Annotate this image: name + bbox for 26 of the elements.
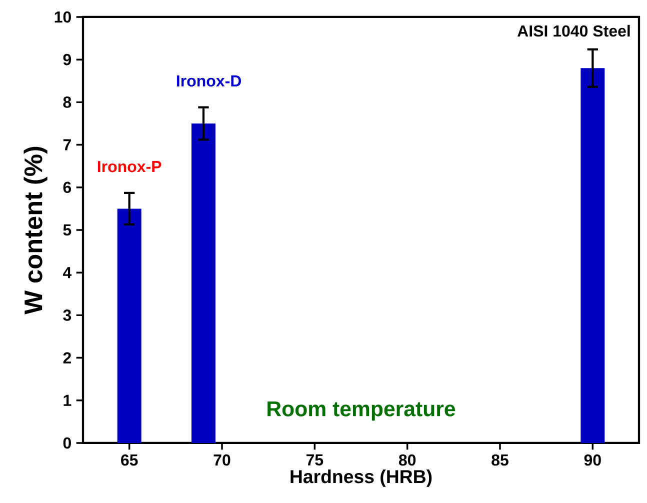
x-tick-label: 70 — [214, 454, 230, 466]
y-tick-label: 3 — [63, 310, 72, 321]
bar — [117, 208, 142, 443]
annotation: Ironox-P — [98, 161, 162, 172]
y-tick-label: 10 — [54, 11, 71, 23]
x-tick-label: 85 — [492, 454, 508, 466]
y-tick-label: 8 — [63, 96, 72, 108]
y-tick-label: 2 — [63, 352, 71, 364]
y-axis-title: W content (%) — [24, 146, 48, 314]
annotation: Room temperature — [268, 401, 456, 421]
x-tick-label: 90 — [584, 454, 601, 466]
y-tick-label: 5 — [63, 224, 72, 236]
y-tick-label: 9 — [63, 54, 72, 66]
y-tick-label: 4 — [62, 267, 72, 278]
x-tick-label: 65 — [121, 454, 138, 466]
annotation: AISI 1040 Steel — [517, 24, 630, 37]
y-tick-label: 1 — [64, 394, 72, 406]
y-tick-label: 6 — [63, 182, 72, 194]
x-tick-label: 80 — [398, 454, 416, 466]
x-tick-label: 75 — [306, 454, 324, 466]
x-axis-title: Hardness (HRB) — [290, 470, 432, 487]
y-tick-label: 7 — [63, 139, 71, 150]
y-tick-label: 0 — [63, 437, 71, 449]
annotation: Ironox-D — [176, 75, 242, 87]
bar — [191, 123, 216, 443]
bar — [580, 68, 605, 443]
